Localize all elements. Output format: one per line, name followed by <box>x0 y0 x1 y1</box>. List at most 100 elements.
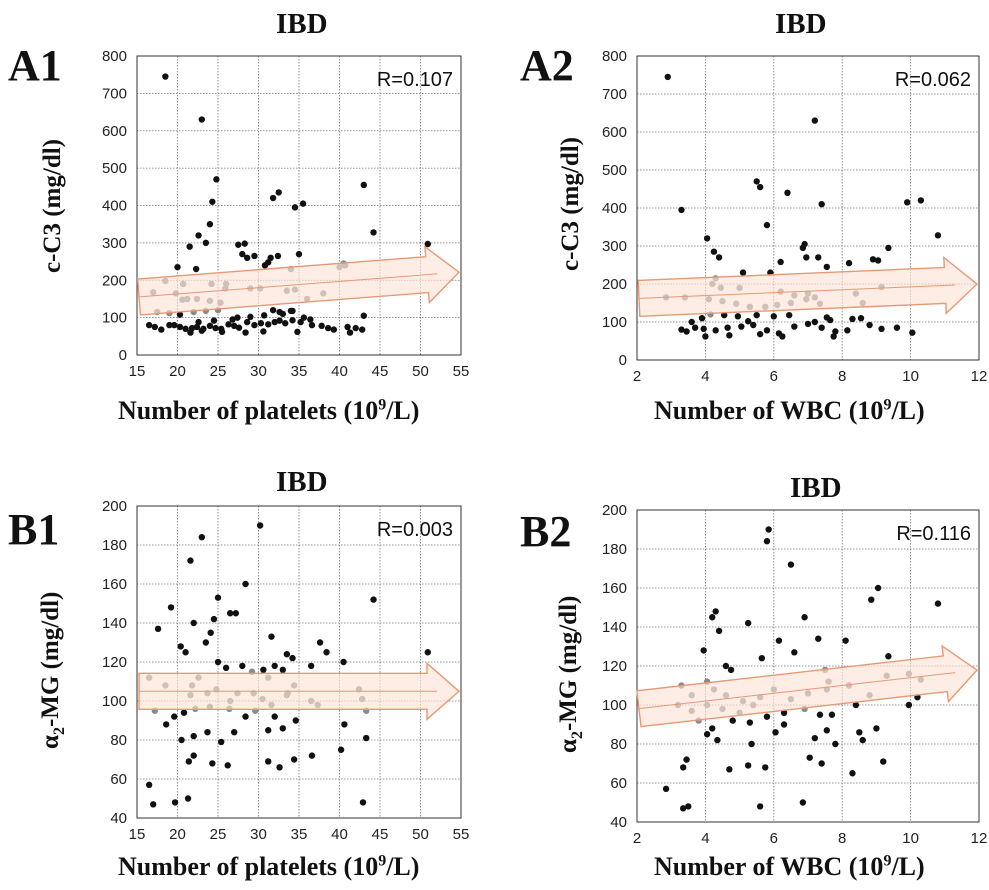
data-point <box>688 318 695 326</box>
data-point <box>801 240 808 248</box>
data-point <box>167 604 175 611</box>
data-point <box>756 330 764 338</box>
x-tick-label: 35 <box>291 363 308 380</box>
data-point <box>787 561 795 568</box>
data-point <box>256 522 264 529</box>
data-point <box>866 321 873 329</box>
data-point <box>198 116 205 123</box>
data-point <box>816 711 824 718</box>
y-tick-label: 400 <box>102 198 127 215</box>
data-point <box>268 633 275 640</box>
data-point <box>231 729 238 736</box>
x-tick-label: 45 <box>372 363 389 380</box>
data-point <box>770 313 777 320</box>
y-tick-label: 700 <box>102 85 127 102</box>
data-point <box>269 306 277 314</box>
panel-label: B1 <box>8 505 60 554</box>
data-point <box>683 756 690 763</box>
data-point <box>801 614 808 621</box>
data-point <box>746 719 754 726</box>
x-tick-label: 12 <box>971 830 988 847</box>
data-point <box>762 764 769 771</box>
data-point <box>154 625 162 633</box>
data-point <box>323 649 330 656</box>
data-point <box>823 263 831 271</box>
data-point <box>715 627 723 635</box>
data-point <box>297 318 304 326</box>
data-point <box>251 252 258 260</box>
x-tick-label: 20 <box>169 826 186 843</box>
data-point <box>772 729 779 736</box>
y-tick-label: 40 <box>110 810 127 827</box>
x-tick-label: 4 <box>701 830 709 847</box>
data-point <box>178 736 185 744</box>
data-point <box>753 311 760 319</box>
data-point <box>756 183 764 191</box>
data-point <box>360 312 367 319</box>
data-point <box>214 658 222 666</box>
trend-arrow <box>136 245 461 316</box>
data-point <box>180 709 188 716</box>
x-tick-label: 50 <box>412 826 429 843</box>
data-point <box>251 321 258 329</box>
data-point <box>218 738 225 746</box>
data-point <box>282 320 289 327</box>
x-tick-label: 40 <box>331 363 348 380</box>
data-point <box>276 764 283 771</box>
y-tick-label: 0 <box>119 347 127 364</box>
chart-title: IBD <box>276 466 328 498</box>
x-tick-label: 10 <box>902 830 919 847</box>
data-point <box>691 324 699 331</box>
data-point <box>308 752 316 759</box>
y-tick-label: 120 <box>102 654 127 671</box>
data-point <box>830 333 837 340</box>
data-point <box>265 321 272 328</box>
data-point <box>307 316 314 323</box>
y-tick-label: 60 <box>110 771 127 788</box>
data-point <box>210 317 218 324</box>
data-point <box>212 324 219 332</box>
data-point <box>828 711 836 718</box>
data-point <box>903 199 911 206</box>
data-point <box>780 721 788 728</box>
x-axis-label: Number of platelets (109/L) <box>118 852 420 881</box>
x-tick-label: 15 <box>129 826 146 843</box>
data-point <box>242 713 249 720</box>
data-point <box>289 307 296 315</box>
data-point <box>341 721 348 728</box>
data-point <box>709 614 716 621</box>
data-point <box>856 729 863 736</box>
x-tick-label: 4 <box>701 368 709 385</box>
y-tick-label: 60 <box>610 775 627 792</box>
data-point <box>857 315 865 322</box>
data-point <box>187 329 194 336</box>
data-point <box>678 326 685 333</box>
data-point <box>763 538 771 545</box>
data-point <box>685 803 692 810</box>
data-point <box>290 756 298 763</box>
data-point <box>192 265 200 273</box>
y-tick-label: 140 <box>102 615 127 632</box>
data-point <box>360 181 367 189</box>
data-point <box>198 327 205 334</box>
data-point <box>885 244 892 252</box>
data-point <box>204 729 211 736</box>
correlation-annotation: R=0.116 <box>896 523 971 545</box>
data-point <box>185 758 193 765</box>
data-point <box>806 754 813 761</box>
chart-title: IBD <box>276 8 328 40</box>
data-point <box>722 662 730 670</box>
y-tick-label: 180 <box>102 537 127 554</box>
data-point <box>265 727 272 734</box>
data-point <box>893 324 901 331</box>
data-point <box>242 329 249 336</box>
data-point <box>352 324 359 332</box>
data-point <box>744 318 752 325</box>
data-point <box>289 317 296 324</box>
data-point <box>271 662 278 670</box>
plot-frame <box>636 55 980 361</box>
data-point <box>222 664 230 672</box>
data-point <box>182 325 189 333</box>
data-point <box>849 770 856 777</box>
data-point <box>779 333 786 340</box>
